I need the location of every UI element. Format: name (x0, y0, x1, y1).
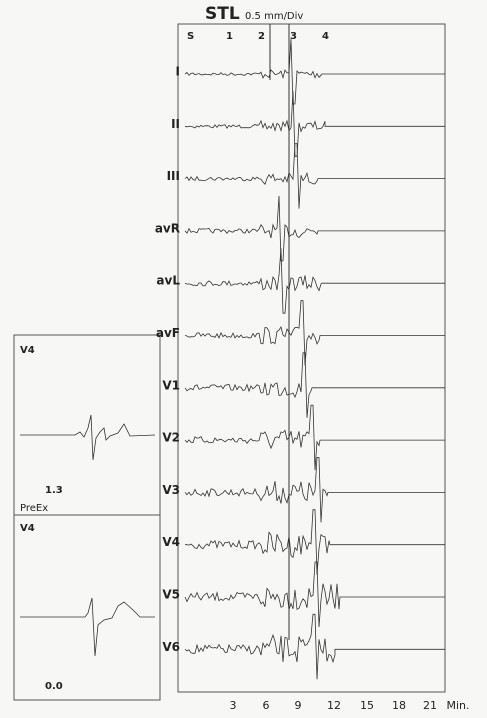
lead-label: III (167, 169, 180, 183)
lead-label: V1 (162, 378, 180, 392)
panel-lead: V4 (20, 345, 35, 356)
x-tick-label: 21 (423, 699, 437, 712)
panel-value: 0.0 (45, 681, 63, 692)
st-trend-trace (184, 195, 445, 262)
st-trend-trace (184, 352, 445, 418)
lead-label: V3 (162, 483, 180, 497)
st-trend-trace (185, 509, 445, 575)
lead-label: I (176, 65, 180, 79)
title: STL (205, 4, 240, 24)
panel-value: 1.3 (45, 485, 63, 496)
st-trend-trace (184, 457, 445, 523)
panel-label: PreEx (20, 503, 48, 514)
lead-label: V5 (162, 588, 180, 602)
x-tick-label: 15 (360, 699, 374, 712)
lead-label: avR (155, 221, 180, 235)
stage-marker: 2 (258, 31, 265, 42)
panel-lead: V4 (20, 523, 35, 534)
scale-label: 0.5 mm/Div (245, 11, 303, 22)
x-tick-label: 6 (263, 699, 270, 712)
st-trend-trace (184, 613, 445, 680)
stage-marker: S (187, 31, 194, 42)
st-trend-trace (184, 91, 445, 157)
trend-frame (177, 23, 446, 693)
complex-trace (20, 597, 155, 657)
lead-label: avL (156, 274, 180, 288)
stage-marker: 4 (322, 31, 329, 42)
lead-label: V6 (162, 640, 180, 654)
st-trend-trace (184, 300, 445, 366)
x-tick-label: 18 (392, 699, 406, 712)
x-tick-label: 3 (230, 699, 237, 712)
lead-label: avF (156, 326, 180, 340)
st-trend-trace (184, 561, 445, 628)
st-trend-trace (184, 248, 445, 314)
lead-label: V2 (162, 431, 180, 445)
complex-trace (20, 414, 156, 461)
lead-label: V4 (162, 535, 180, 549)
pre-exercise-panel (13, 334, 161, 701)
st-trend-trace (184, 143, 445, 209)
stage-marker: 1 (226, 31, 233, 42)
x-tick-label: 9 (295, 699, 302, 712)
x-axis-unit: Min. (446, 699, 469, 712)
lead-label: II (171, 117, 180, 131)
stage-marker: 3 (290, 31, 297, 42)
st-trend-trace (184, 404, 445, 471)
x-tick-label: 12 (327, 699, 341, 712)
st-trend-trace (184, 38, 445, 105)
